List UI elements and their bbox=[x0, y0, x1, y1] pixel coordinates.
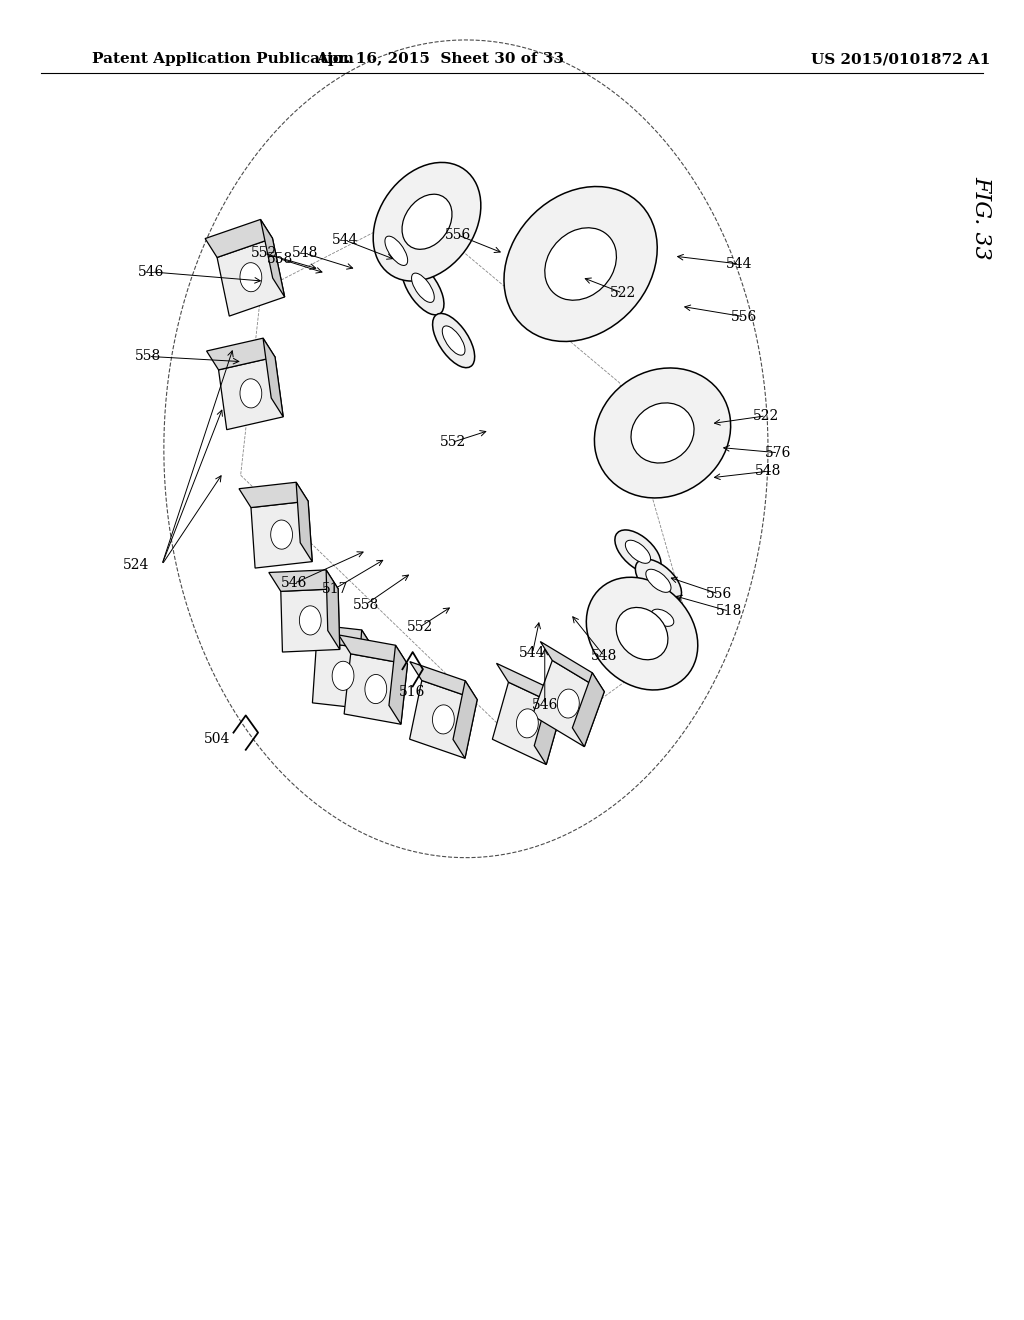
Ellipse shape bbox=[402, 194, 452, 249]
Ellipse shape bbox=[614, 529, 662, 574]
Polygon shape bbox=[532, 660, 604, 747]
Text: 546: 546 bbox=[281, 577, 307, 590]
Ellipse shape bbox=[646, 569, 671, 593]
Polygon shape bbox=[296, 482, 312, 561]
Text: 546: 546 bbox=[138, 265, 165, 279]
Polygon shape bbox=[541, 642, 604, 692]
Ellipse shape bbox=[432, 313, 475, 368]
Polygon shape bbox=[410, 681, 477, 758]
Ellipse shape bbox=[642, 601, 683, 635]
Text: 556: 556 bbox=[444, 228, 471, 242]
Ellipse shape bbox=[557, 689, 580, 718]
Ellipse shape bbox=[365, 675, 387, 704]
Ellipse shape bbox=[412, 273, 434, 302]
Ellipse shape bbox=[270, 520, 293, 549]
Polygon shape bbox=[389, 645, 408, 725]
Polygon shape bbox=[269, 570, 338, 591]
Ellipse shape bbox=[545, 228, 616, 300]
Polygon shape bbox=[251, 502, 312, 568]
Ellipse shape bbox=[240, 263, 262, 292]
Ellipse shape bbox=[442, 326, 465, 355]
Text: 552: 552 bbox=[439, 436, 466, 449]
Polygon shape bbox=[239, 482, 308, 508]
Text: US 2015/0101872 A1: US 2015/0101872 A1 bbox=[811, 53, 991, 66]
Ellipse shape bbox=[626, 540, 650, 564]
Polygon shape bbox=[260, 219, 285, 297]
Ellipse shape bbox=[504, 186, 657, 342]
Text: 556: 556 bbox=[706, 587, 732, 601]
Polygon shape bbox=[357, 630, 374, 709]
Text: 544: 544 bbox=[726, 257, 753, 271]
Text: 522: 522 bbox=[753, 409, 779, 422]
Ellipse shape bbox=[240, 379, 262, 408]
Text: 517: 517 bbox=[322, 582, 348, 595]
Polygon shape bbox=[312, 643, 374, 709]
Text: 576: 576 bbox=[765, 446, 792, 459]
Ellipse shape bbox=[631, 403, 694, 463]
Polygon shape bbox=[344, 653, 408, 725]
Text: 552: 552 bbox=[251, 247, 278, 260]
Text: 546: 546 bbox=[531, 698, 558, 711]
Text: 558: 558 bbox=[266, 252, 293, 265]
Ellipse shape bbox=[332, 661, 354, 690]
Text: Patent Application Publication: Patent Application Publication bbox=[92, 53, 354, 66]
Ellipse shape bbox=[635, 558, 682, 603]
Polygon shape bbox=[207, 338, 275, 370]
Text: 518: 518 bbox=[716, 605, 742, 618]
Text: Apr. 16, 2015  Sheet 30 of 33: Apr. 16, 2015 Sheet 30 of 33 bbox=[316, 53, 564, 66]
Polygon shape bbox=[304, 623, 374, 649]
Polygon shape bbox=[410, 661, 477, 700]
Text: 548: 548 bbox=[292, 247, 318, 260]
Ellipse shape bbox=[401, 260, 444, 315]
Text: 544: 544 bbox=[519, 647, 546, 660]
Text: 548: 548 bbox=[591, 649, 617, 663]
Polygon shape bbox=[218, 356, 284, 430]
Ellipse shape bbox=[651, 609, 674, 627]
Polygon shape bbox=[339, 635, 408, 664]
Polygon shape bbox=[281, 589, 340, 652]
Text: 516: 516 bbox=[398, 685, 425, 698]
Polygon shape bbox=[535, 689, 562, 764]
Text: 524: 524 bbox=[123, 558, 150, 572]
Text: 544: 544 bbox=[332, 234, 358, 247]
Ellipse shape bbox=[373, 162, 481, 281]
Ellipse shape bbox=[299, 606, 322, 635]
Ellipse shape bbox=[587, 577, 697, 690]
Text: 552: 552 bbox=[407, 620, 433, 634]
Text: 558: 558 bbox=[135, 350, 162, 363]
Polygon shape bbox=[263, 338, 284, 417]
Ellipse shape bbox=[594, 368, 731, 498]
Polygon shape bbox=[326, 570, 340, 649]
Polygon shape bbox=[217, 239, 285, 315]
Text: 548: 548 bbox=[755, 465, 781, 478]
Ellipse shape bbox=[616, 607, 668, 660]
Text: 522: 522 bbox=[609, 286, 636, 300]
Polygon shape bbox=[453, 681, 477, 758]
Polygon shape bbox=[497, 664, 562, 708]
Polygon shape bbox=[493, 682, 562, 764]
Text: FIG. 33: FIG. 33 bbox=[970, 176, 992, 260]
Polygon shape bbox=[572, 673, 604, 747]
Text: 556: 556 bbox=[731, 310, 758, 323]
Ellipse shape bbox=[432, 705, 455, 734]
Text: 504: 504 bbox=[204, 733, 230, 746]
Ellipse shape bbox=[375, 223, 418, 279]
Ellipse shape bbox=[385, 236, 408, 265]
Polygon shape bbox=[205, 219, 272, 257]
Text: 558: 558 bbox=[352, 598, 379, 611]
Ellipse shape bbox=[516, 709, 539, 738]
